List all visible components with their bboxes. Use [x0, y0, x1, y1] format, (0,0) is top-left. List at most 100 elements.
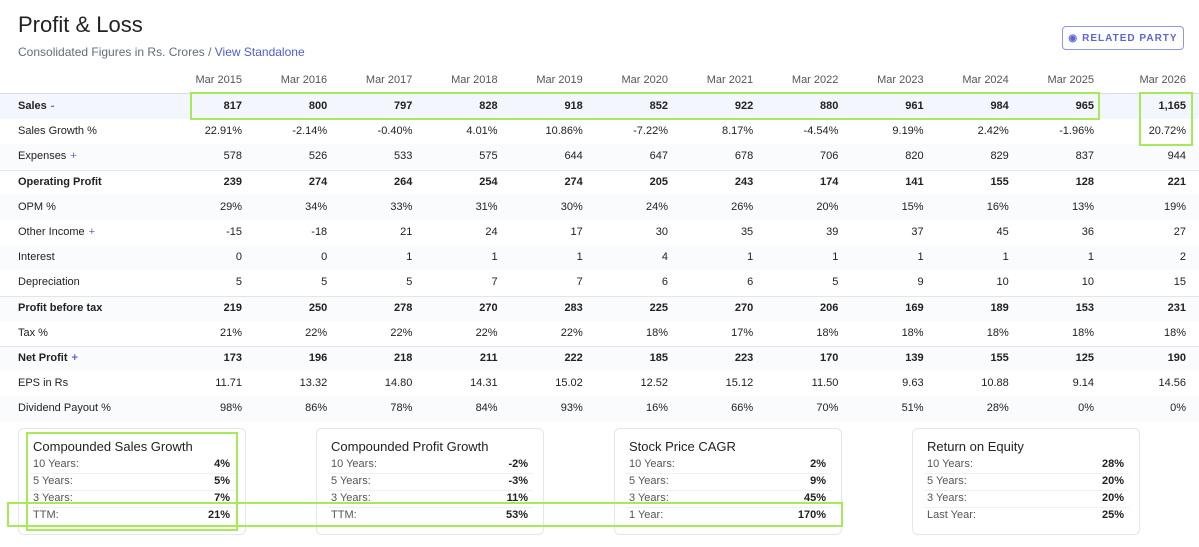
card-value: 45% [803, 492, 826, 504]
cell: 14.80 [384, 377, 413, 390]
card-key: 10 Years: [33, 458, 79, 470]
card-row-bg [328, 473, 533, 490]
card [18, 428, 246, 535]
cell: 14.31 [470, 377, 498, 390]
card-row-bg [30, 473, 235, 490]
cell: -18 [311, 226, 328, 238]
cell: 15.12 [725, 377, 754, 390]
button-label: RELATED PARTY [1082, 32, 1178, 44]
cell: 196 [308, 352, 328, 364]
row-label: Tax % [18, 327, 48, 339]
row-label[interactable]: Other Income + [18, 226, 95, 238]
card-value: 170% [797, 509, 826, 521]
cell: 17% [731, 326, 754, 339]
card-row-bg [328, 490, 533, 507]
cell: 189 [990, 301, 1009, 314]
cell: 10 [996, 276, 1009, 289]
cell: 2.42% [977, 125, 1009, 138]
subtitle: Consolidated Figures in Rs. Crores / Vie… [18, 45, 305, 59]
cell: 36 [1081, 226, 1094, 238]
column-header: Mar 2016 [280, 74, 328, 86]
column-header: Mar 2022 [791, 74, 839, 86]
cell: 16% [645, 402, 668, 415]
cell: 10.86% [545, 125, 583, 138]
cell: 34% [305, 200, 328, 213]
cell: 706 [820, 150, 839, 163]
cell: 21 [400, 226, 413, 238]
column-header: Mar 2025 [1047, 74, 1094, 86]
card-value: 28% [1101, 458, 1124, 470]
cell: 274 [308, 175, 328, 188]
row-border [0, 346, 1199, 347]
card-row-bg [924, 507, 1129, 524]
cell: 0 [235, 251, 242, 264]
cell: 93% [560, 402, 583, 415]
cell: 211 [479, 352, 498, 364]
cell: 644 [564, 150, 583, 163]
row-label[interactable]: Net Profit + [18, 352, 78, 364]
cell: 18% [901, 326, 924, 339]
cell: 270 [734, 301, 754, 314]
card-value: 20% [1101, 475, 1124, 487]
cell: 21% [219, 326, 242, 339]
cell: 837 [1075, 150, 1094, 163]
cell: 0 [321, 251, 328, 264]
card-value: 9% [810, 475, 826, 487]
card-row-bg [626, 473, 831, 490]
highlight [26, 432, 238, 531]
cell: 20.72% [1148, 125, 1186, 138]
toggle[interactable]: + [71, 352, 78, 364]
standalone-link[interactable]: View Standalone [214, 45, 305, 59]
cell: 1 [1002, 251, 1009, 264]
column-header: Mar 2024 [962, 74, 1009, 86]
cell: 7 [491, 276, 498, 289]
cell: 31% [475, 200, 498, 213]
cell: 12.52 [640, 377, 668, 390]
card-key: 5 Years: [629, 475, 669, 487]
toggle[interactable]: - [50, 100, 55, 112]
card-title: Compounded Profit Growth [331, 439, 489, 454]
cell: 797 [394, 100, 413, 112]
card-value: -2% [508, 458, 528, 470]
cell: 29% [219, 200, 242, 213]
related-party-button[interactable]: ◉ RELATED PARTY [1062, 26, 1184, 50]
highlight [190, 92, 1100, 120]
cell: 880 [820, 100, 839, 112]
cell: 86% [305, 402, 328, 415]
cell: 10 [1081, 276, 1094, 289]
cell: 1 [406, 251, 413, 264]
cell: 922 [734, 100, 754, 112]
row-label[interactable]: Sales - [18, 100, 54, 112]
toggle[interactable]: + [88, 226, 96, 238]
card [912, 428, 1140, 535]
cell: 9.19% [892, 125, 924, 138]
row-label: Dividend Payout % [18, 402, 111, 414]
cell: 218 [394, 352, 413, 364]
cell: 5 [321, 276, 328, 289]
cell: 18% [1071, 326, 1094, 339]
cell: 170 [820, 352, 839, 364]
row-bg [0, 119, 1199, 145]
cell: 6 [747, 276, 754, 289]
cell: 1 [917, 251, 924, 264]
column-header: Mar 2018 [451, 74, 498, 86]
cell: 141 [905, 175, 924, 188]
cell: 128 [1075, 175, 1094, 188]
cell: 11.50 [811, 377, 839, 390]
card-row-bg [30, 507, 235, 524]
card [614, 428, 842, 535]
card-value: 5% [214, 475, 230, 487]
cell: 173 [223, 352, 242, 364]
cell: -0.40% [377, 125, 413, 138]
column-header: Mar 2023 [877, 74, 924, 86]
cell: 39 [826, 226, 839, 238]
toggle[interactable]: + [70, 150, 77, 163]
cell: 225 [649, 301, 668, 314]
row-label[interactable]: Expenses + [18, 150, 77, 162]
column-header: Mar 2019 [536, 74, 583, 86]
cell: -2.14% [292, 125, 328, 138]
card-key: TTM: [33, 509, 59, 521]
title: Profit & Loss [18, 12, 143, 37]
card-row-bg [924, 490, 1129, 507]
row-bg [0, 144, 1199, 170]
